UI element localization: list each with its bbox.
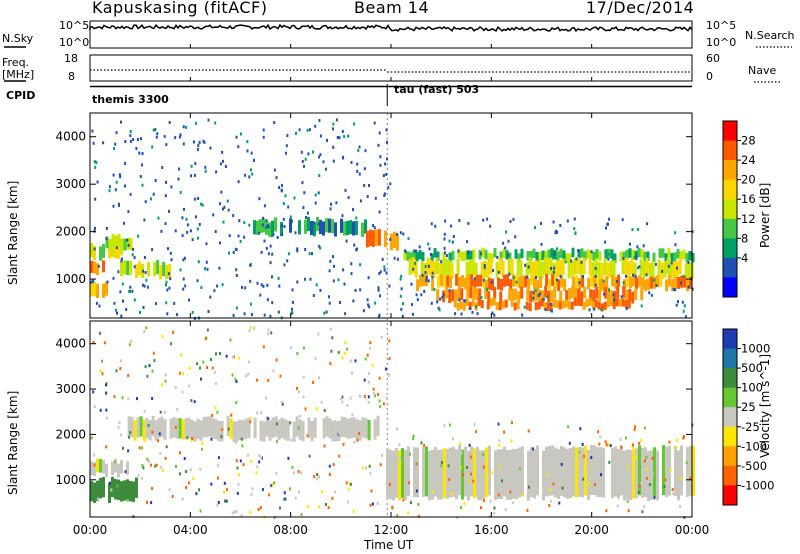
- freq-label-2: [MHz]: [2, 68, 35, 81]
- power-colorbar-tick-label-2: 20: [741, 173, 756, 187]
- power-colorbar-swatch-4: [723, 199, 737, 220]
- power-band-1: [90, 281, 108, 298]
- nsky-label: N.Sky: [2, 32, 34, 45]
- velocity-ytick-label-3: 4000: [55, 337, 86, 351]
- power-band-7: [403, 247, 695, 263]
- xtick-label-0: 00:00: [73, 523, 108, 537]
- power-colorbar-tick-label-4: 12: [741, 212, 756, 226]
- power-band-3: [105, 233, 133, 251]
- velocity-colorbar-tick-label-6: -500: [741, 459, 767, 473]
- power-ytick-label-1: 2000: [55, 225, 86, 239]
- nsky-tick-top: 10^5: [59, 19, 90, 32]
- power-ytick-label-2: 3000: [55, 177, 86, 191]
- velocity-ytick-label-2: 3000: [55, 382, 86, 396]
- velocity-colorbar-swatch-1: [723, 348, 737, 369]
- xtick-label-3: 12:00: [374, 523, 409, 537]
- velocity-band-2: [127, 415, 380, 442]
- power-colorbar-swatch-7: [723, 257, 737, 278]
- power-colorbar-swatch-8: [723, 277, 737, 298]
- nsky-trace: [89, 23, 693, 33]
- xtick-label-1: 04:00: [173, 523, 208, 537]
- x-axis-label: Time UT: [364, 538, 414, 552]
- power-colorbar-swatch-5: [723, 218, 737, 239]
- velocity-band-3: [386, 445, 695, 501]
- velocity-colorbar-swatch-3: [723, 387, 737, 408]
- nave-tick-bottom: 0: [706, 70, 713, 83]
- nsky-tick-bottom: 10^0: [59, 36, 90, 49]
- station-title: Kapuskasing (fitACF): [92, 0, 268, 17]
- velocity-colorbar-swatch-6: [723, 446, 737, 467]
- beam-title: Beam 14: [354, 0, 430, 17]
- xtick-label-6: 00:00: [675, 523, 710, 537]
- velocity-colorbar-tick-label-2: 100: [741, 381, 763, 395]
- power-colorbar-swatch-1: [723, 140, 737, 161]
- power-ytick-label-3: 4000: [55, 130, 86, 144]
- velocity-band-0: [90, 458, 129, 478]
- power-band-4: [120, 260, 172, 280]
- power-colorbar-tick-label-5: 8: [741, 231, 748, 245]
- velocity-colorbar-swatch-8: [723, 485, 737, 506]
- velocity-colorbar-tick-label-3: 25: [741, 400, 756, 414]
- velocity-colorbar-swatch-4: [723, 407, 737, 428]
- power-band-10: [436, 285, 644, 304]
- power-colorbar-swatch-2: [723, 160, 737, 181]
- nave-label: Nave: [748, 64, 777, 77]
- cpid-first-mode: themis 3300: [92, 93, 169, 106]
- nsearch-tick-bottom: 10^0: [706, 36, 737, 49]
- date-title: 17/Dec/2014: [586, 0, 695, 17]
- velocity-band-1: [90, 476, 138, 504]
- velocity-colorbar-swatch-5: [723, 426, 737, 447]
- velocity-colorbar-frame: [722, 328, 738, 506]
- cpid-label: CPID: [6, 89, 36, 102]
- nsearch-tick-top: 10^5: [706, 19, 737, 32]
- freq-label-1: Freq.: [2, 56, 30, 69]
- xtick-label-4: 16:00: [474, 523, 509, 537]
- freq-tick-bottom: 8: [68, 70, 75, 83]
- velocity-colorbar-tick-label-0: 1000: [741, 342, 770, 356]
- power-colorbar-tick-label-6: 4: [741, 251, 748, 265]
- power-colorbar-swatch-0: [723, 121, 737, 142]
- freq-tick-top: 18: [64, 52, 78, 65]
- nave-tick-top: 60: [706, 52, 720, 65]
- xtick-label-5: 20:00: [574, 523, 609, 537]
- velocity-colorbar-swatch-0: [723, 329, 737, 350]
- xtick-label-2: 08:00: [273, 523, 308, 537]
- velocity-colorbar-tick-label-1: 500: [741, 361, 763, 375]
- power-colorbar-tick-label-1: 24: [741, 153, 756, 167]
- velocity-ytick-label-0: 1000: [55, 473, 86, 487]
- power-colorbar-tick-label-3: 16: [741, 192, 756, 206]
- power-band-5: [253, 216, 367, 237]
- power-band-6: [365, 229, 399, 251]
- power-colorbar-swatch-6: [723, 238, 737, 259]
- velocity-colorbar-tick-label-4: -25: [741, 420, 760, 434]
- velocity-colorbar-tick-label-7: -1000: [741, 478, 774, 492]
- power-ytick-label-0: 1000: [55, 272, 86, 286]
- power-band-8: [408, 257, 694, 280]
- power-colorbar-frame: [722, 120, 738, 298]
- velocity-colorbar-tick-label-5: -100: [741, 439, 767, 453]
- nsearch-label: N.Search: [745, 29, 795, 42]
- velocity-ytick-label-1: 2000: [55, 427, 86, 441]
- power-band-0: [90, 260, 105, 276]
- power-band-9: [416, 273, 693, 292]
- power-colorbar-tick-label-0: 28: [741, 134, 756, 148]
- velocity-scatter: [90, 326, 694, 519]
- power-colorbar-swatch-3: [723, 179, 737, 200]
- power-band-11: [453, 297, 631, 312]
- velocity-colorbar-swatch-2: [723, 368, 737, 389]
- velocity-colorbar-swatch-7: [723, 465, 737, 486]
